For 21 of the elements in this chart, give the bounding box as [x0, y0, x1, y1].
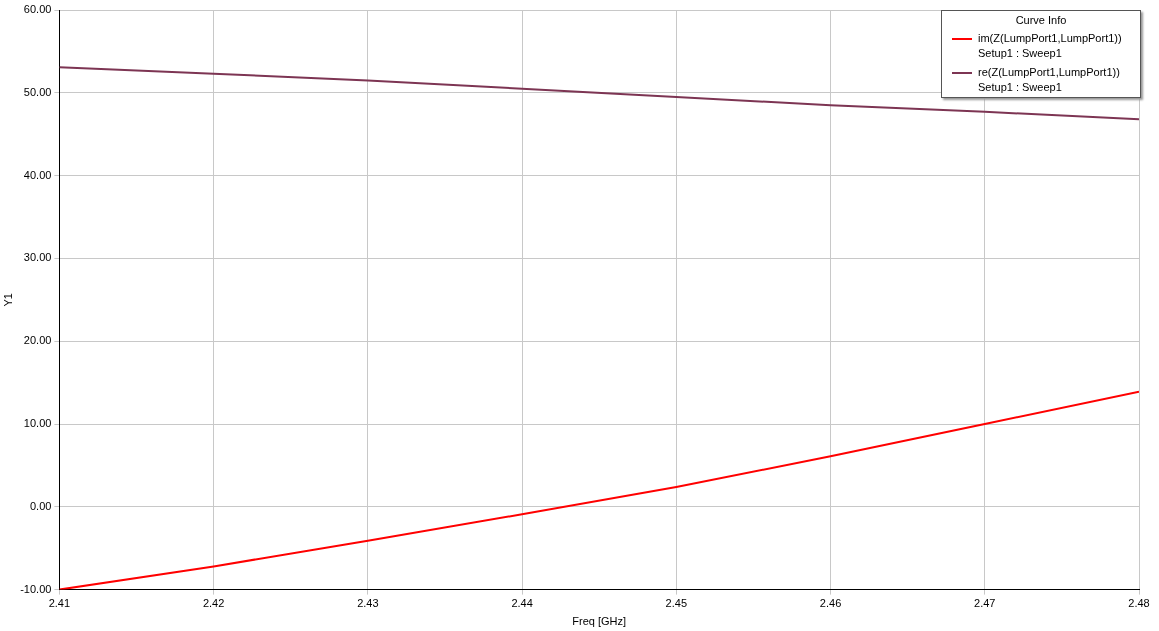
x-tick-label: 2.48 [1128, 597, 1150, 610]
x-tick-label: 2.41 [48, 597, 71, 610]
x-axis-title: Freq [GHz] [572, 615, 627, 628]
x-tick-label: 2.46 [819, 597, 842, 610]
legend-label: im(Z(LumpPort1,LumpPort1)) Setup1 : Sweep1 [978, 31, 1122, 61]
y-tick-label: 20.00 [23, 334, 52, 347]
y-tick-label: 50.00 [23, 85, 52, 98]
x-tick-label: 2.47 [974, 597, 996, 610]
y-tick-label: 40.00 [23, 168, 52, 181]
x-tick-label: 2.42 [202, 597, 225, 610]
y-tick-label: 60.00 [23, 3, 52, 16]
x-tick-label: 2.44 [511, 597, 533, 610]
legend-label: re(Z(LumpPort1,LumpPort1)) Setup1 : Sweep1 [978, 65, 1120, 95]
y-tick-label: -10.00 [20, 582, 52, 595]
x-tick-label: 2.43 [357, 597, 379, 610]
y-tick-label: 30.00 [23, 251, 52, 264]
legend-title: Curve Info [1014, 13, 1068, 28]
y-tick-label: 0.00 [29, 499, 52, 512]
y-tick-label: 10.00 [23, 417, 52, 430]
y-axis-title: Y1 [1, 293, 14, 307]
x-tick-label: 2.45 [665, 597, 688, 610]
